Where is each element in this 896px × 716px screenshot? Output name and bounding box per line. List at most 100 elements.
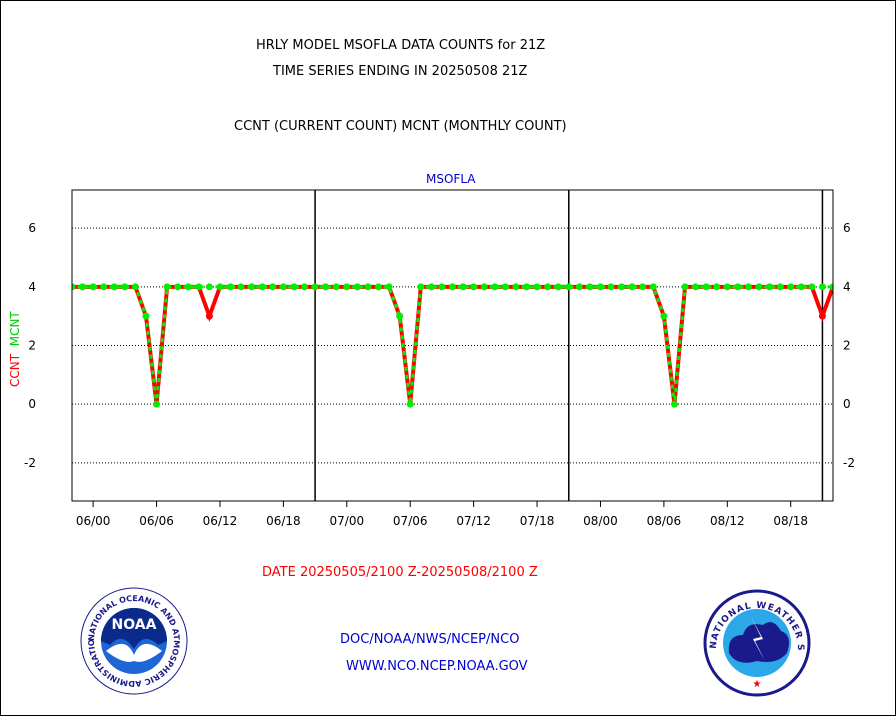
data-point-mcnt <box>565 283 573 291</box>
x-tick-label: 06/00 <box>76 514 111 528</box>
data-point-mcnt <box>205 283 213 291</box>
data-point-mcnt <box>110 283 118 291</box>
data-point-mcnt <box>776 283 784 291</box>
x-tick-label: 06/12 <box>203 514 238 528</box>
data-point-mcnt <box>417 283 425 291</box>
data-point-mcnt <box>131 283 139 291</box>
data-point-mcnt <box>100 283 108 291</box>
data-point-mcnt <box>596 283 604 291</box>
noaa-logo-text: NOAA <box>112 617 157 633</box>
data-point-mcnt <box>438 283 446 291</box>
data-point-mcnt <box>670 400 678 408</box>
data-point-mcnt <box>755 283 763 291</box>
data-point-mcnt <box>332 283 340 291</box>
grid-layer <box>72 227 833 464</box>
x-tick-label: 08/12 <box>710 514 745 528</box>
cloud-icon <box>728 622 789 663</box>
data-point-mcnt <box>343 283 351 291</box>
data-point-mcnt <box>713 283 721 291</box>
data-point-mcnt <box>628 283 636 291</box>
date-range: DATE 20250505/2100 Z-20250508/2100 Z <box>262 565 538 580</box>
x-tick-label: 07/00 <box>330 514 365 528</box>
data-point-mcnt <box>501 283 509 291</box>
star-icon: ★ <box>753 679 762 690</box>
data-point-mcnt <box>734 283 742 291</box>
series-layer <box>72 283 833 408</box>
data-point-mcnt <box>533 283 541 291</box>
org-path: DOC/NOAA/NWS/NCEP/NCO <box>340 632 520 647</box>
x-tick-label: 07/06 <box>393 514 428 528</box>
data-point-mcnt <box>808 283 816 291</box>
data-point-mcnt <box>279 283 287 291</box>
y-tick-label-right: 6 <box>843 221 851 235</box>
chart-title-line-2: TIME SERIES ENDING IN 20250508 21Z <box>273 64 528 79</box>
data-point-mcnt <box>459 283 467 291</box>
data-point-mcnt <box>163 283 171 291</box>
data-point-mcnt <box>269 283 277 291</box>
y-tick-label-right: -2 <box>843 456 855 470</box>
data-point-mcnt <box>353 283 361 291</box>
data-point-mcnt <box>723 283 731 291</box>
data-point-mcnt <box>681 283 689 291</box>
x-tick-label: 08/18 <box>773 514 808 528</box>
chart-subtitle: CCNT (CURRENT COUNT) MCNT (MONTHLY COUNT… <box>234 119 567 134</box>
data-point-mcnt <box>575 283 583 291</box>
data-point-mcnt <box>396 312 404 320</box>
data-point-mcnt <box>290 283 298 291</box>
data-point-mcnt <box>470 283 478 291</box>
y-tick-label-right: 0 <box>843 397 851 411</box>
data-point-mcnt <box>72 283 76 291</box>
data-point-mcnt <box>153 400 161 408</box>
x-tick-label: 07/12 <box>456 514 491 528</box>
data-point-mcnt <box>311 283 319 291</box>
x-tick-label: 07/18 <box>520 514 555 528</box>
noaa-logo: NATIONAL OCEANIC AND ATMOSPHERIC ADMINIS… <box>80 587 188 695</box>
data-point-mcnt <box>174 283 182 291</box>
data-point-mcnt <box>227 283 235 291</box>
tick-layer: -2 -2 0 0 2 2 4 4 6 6 06/00 06/06 06/12 06/18 07/00 07/… <box>24 221 855 528</box>
website-url: WWW.NCO.NCEP.NOAA.GOV <box>346 659 528 674</box>
data-point-mcnt <box>586 283 594 291</box>
y-tick-label-right: 2 <box>843 339 851 353</box>
series-title: MSOFLA <box>426 172 476 186</box>
data-point-mcnt <box>829 283 833 291</box>
x-tick-label: 06/06 <box>139 514 174 528</box>
data-point-mcnt <box>248 283 256 291</box>
data-point-mcnt <box>195 283 203 291</box>
data-point-mcnt <box>797 283 805 291</box>
data-point-mcnt <box>142 312 150 320</box>
data-point-mcnt <box>491 283 499 291</box>
data-point-mcnt <box>216 283 224 291</box>
data-point-mcnt <box>322 283 330 291</box>
x-tick-label: 08/00 <box>583 514 618 528</box>
data-point-mcnt <box>766 283 774 291</box>
x-tick-label: 06/18 <box>266 514 301 528</box>
data-point-mcnt <box>89 283 97 291</box>
data-point-mcnt <box>660 312 668 320</box>
data-point-mcnt <box>544 283 552 291</box>
data-point-mcnt <box>301 283 309 291</box>
data-point-mcnt <box>554 283 562 291</box>
data-point-mcnt <box>649 283 657 291</box>
plot-border <box>71 189 834 502</box>
data-point-mcnt <box>522 283 530 291</box>
seagull-icon <box>106 643 162 662</box>
y-tick-label-left: 6 <box>28 221 36 235</box>
data-point-mcnt <box>480 283 488 291</box>
data-point-mcnt <box>427 283 435 291</box>
data-point-mcnt <box>375 283 383 291</box>
data-point-mcnt <box>237 283 245 291</box>
y-tick-label-left: 0 <box>28 397 36 411</box>
data-point-mcnt <box>79 283 87 291</box>
chart-title-line-1: HRLY MODEL MSOFLA DATA COUNTS for 21Z <box>256 38 546 53</box>
y-tick-label-left: -2 <box>24 456 36 470</box>
data-point-mcnt <box>121 283 129 291</box>
data-point-mcnt <box>512 283 520 291</box>
data-point-mcnt <box>364 283 372 291</box>
x-tick-label: 08/06 <box>647 514 682 528</box>
data-point-mcnt <box>702 283 710 291</box>
data-point-mcnt <box>449 283 456 291</box>
y-tick-label-right: 4 <box>843 280 851 294</box>
data-point-mcnt <box>744 283 752 291</box>
